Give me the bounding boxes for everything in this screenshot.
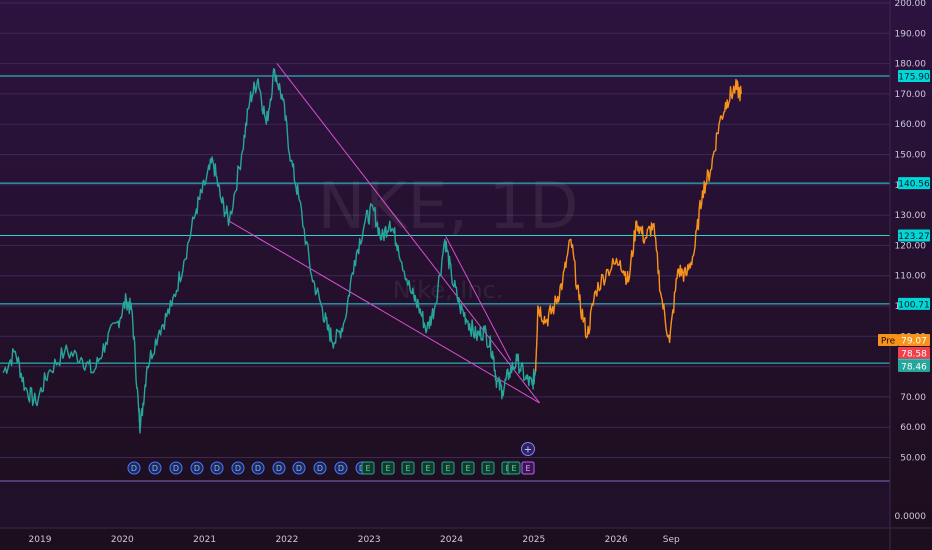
earnings-marker[interactable]	[481, 461, 495, 475]
dividend-marker[interactable]	[148, 461, 162, 475]
event-marker-label: D	[194, 464, 200, 473]
upcoming-event-plus-label: +	[524, 445, 532, 456]
event-marker-label: E	[405, 464, 410, 473]
current-price-tag	[898, 360, 930, 372]
time-tick-label: 2022	[275, 535, 298, 545]
price-tags: 175.90140.56123.27100.7181.16Pre79.0778.…	[878, 70, 930, 373]
dividend-marker[interactable]	[251, 461, 265, 475]
current-price-label: 78.46	[901, 363, 927, 373]
price-tick-label: 190.00	[895, 29, 927, 39]
price-tick-label: 60.00	[900, 423, 926, 433]
price-series	[2, 68, 742, 434]
price-tick-label: 170.00	[895, 90, 927, 100]
time-tick-label: 2023	[358, 535, 381, 545]
trendline[interactable]	[276, 63, 540, 404]
dividend-marker[interactable]	[272, 461, 286, 475]
earnings-marker[interactable]	[401, 461, 415, 475]
price-tick-label: 130.00	[895, 211, 927, 221]
level-price-tag	[898, 297, 930, 310]
event-marker-label: D	[317, 464, 323, 473]
price-axis[interactable]: 200.00 190.00 180.00 170.00 160.00 150.00 140.…	[895, 0, 927, 522]
premarket-prefix-tag	[878, 334, 898, 346]
event-marker-label: E	[465, 464, 470, 473]
dividend-marker[interactable]	[313, 461, 327, 475]
trendline[interactable]	[445, 236, 512, 361]
event-marker-label: D	[338, 464, 344, 473]
lower-pane	[0, 481, 890, 528]
current-price-label: 79.07	[901, 337, 927, 347]
event-marker-label: E	[511, 464, 516, 473]
earnings-marker[interactable]	[361, 461, 375, 475]
time-tick-label: 2020	[111, 535, 134, 545]
time-tick-label: 2024	[440, 535, 463, 545]
event-marker-label: D	[173, 464, 179, 473]
level-price-label: 175.90	[898, 73, 930, 83]
time-axis[interactable]: 2019 2020 2021 2022 2023 2024 2025 2026 Sep	[29, 535, 680, 545]
horizontal-levels[interactable]	[0, 75, 890, 364]
earnings-marker[interactable]	[421, 461, 435, 475]
event-marker-label: E	[485, 464, 490, 473]
event-marker-label: D	[131, 464, 137, 473]
level-price-label: 100.71	[898, 300, 930, 310]
event-marker-label: D	[276, 464, 282, 473]
current-price-tag	[898, 334, 930, 346]
price-tick-label: 120.00	[895, 241, 927, 251]
level-price-tag	[898, 177, 930, 190]
level-price-label: 140.56	[898, 180, 930, 190]
event-marker-label: D	[235, 464, 241, 473]
watermark-symbol: NKE, 1D	[318, 170, 579, 244]
earnings-marker[interactable]	[441, 461, 455, 475]
event-marker-label: D	[296, 464, 302, 473]
grid-lines	[0, 2, 890, 458]
time-tick-label: Sep	[663, 535, 680, 545]
event-marker-label: E	[445, 464, 450, 473]
dividend-marker[interactable]	[190, 461, 204, 475]
event-marker-label: D	[152, 464, 158, 473]
lower-pane-tick-label: 0.0000	[895, 512, 927, 522]
earnings-marker[interactable]	[461, 461, 475, 475]
dividend-marker[interactable]	[210, 461, 224, 475]
dividend-marker[interactable]	[231, 461, 245, 475]
premarket-prefix-label: Pre	[881, 337, 896, 347]
current-price-label: 78.58	[901, 350, 927, 360]
time-tick-label: 2019	[29, 535, 52, 545]
event-marker-label: E	[365, 464, 370, 473]
event-marker-label: D	[255, 464, 261, 473]
time-tick-label: 2025	[522, 535, 545, 545]
dividend-marker[interactable]	[292, 461, 306, 475]
level-price-label: 123.27	[898, 232, 930, 242]
earnings-marker[interactable]	[381, 461, 395, 475]
time-tick-label: 2026	[605, 535, 628, 545]
time-tick-label: 2021	[193, 535, 216, 545]
dividend-marker[interactable]	[169, 461, 183, 475]
dividend-marker[interactable]	[334, 461, 348, 475]
trendline[interactable]	[229, 220, 540, 404]
upcoming-earnings-marker[interactable]	[521, 461, 535, 475]
level-price-tag	[898, 229, 930, 242]
price-tick-label: 180.00	[895, 60, 927, 70]
earnings-marker[interactable]	[507, 461, 521, 475]
event-markers[interactable]: DDDDDDDDDDDDEEEEEEEEEE+E	[127, 442, 535, 475]
current-price-tag	[898, 347, 930, 359]
dividend-marker[interactable]	[127, 461, 141, 475]
event-marker-label: E	[425, 464, 430, 473]
watermark-company: Nike, Inc.	[393, 276, 504, 304]
price-tick-label: 200.00	[895, 0, 927, 9]
level-price-tag	[898, 70, 930, 83]
price-series-line	[2, 68, 537, 434]
price-tick-label: 110.00	[895, 272, 927, 282]
price-series-line	[535, 78, 742, 372]
price-tick-label: 160.00	[895, 120, 927, 130]
event-marker-label: D	[214, 464, 220, 473]
price-tick-label: 70.00	[900, 393, 926, 403]
watermark: NKE, 1D Nike, Inc.	[318, 170, 579, 304]
price-tick-label: 50.00	[900, 454, 926, 464]
upcoming-event-plus-icon[interactable]	[521, 442, 535, 456]
event-marker-label: E	[385, 464, 390, 473]
trendlines[interactable]	[229, 63, 540, 404]
upcoming-earnings-label: E	[525, 464, 530, 473]
price-tick-label: 150.00	[895, 151, 927, 161]
